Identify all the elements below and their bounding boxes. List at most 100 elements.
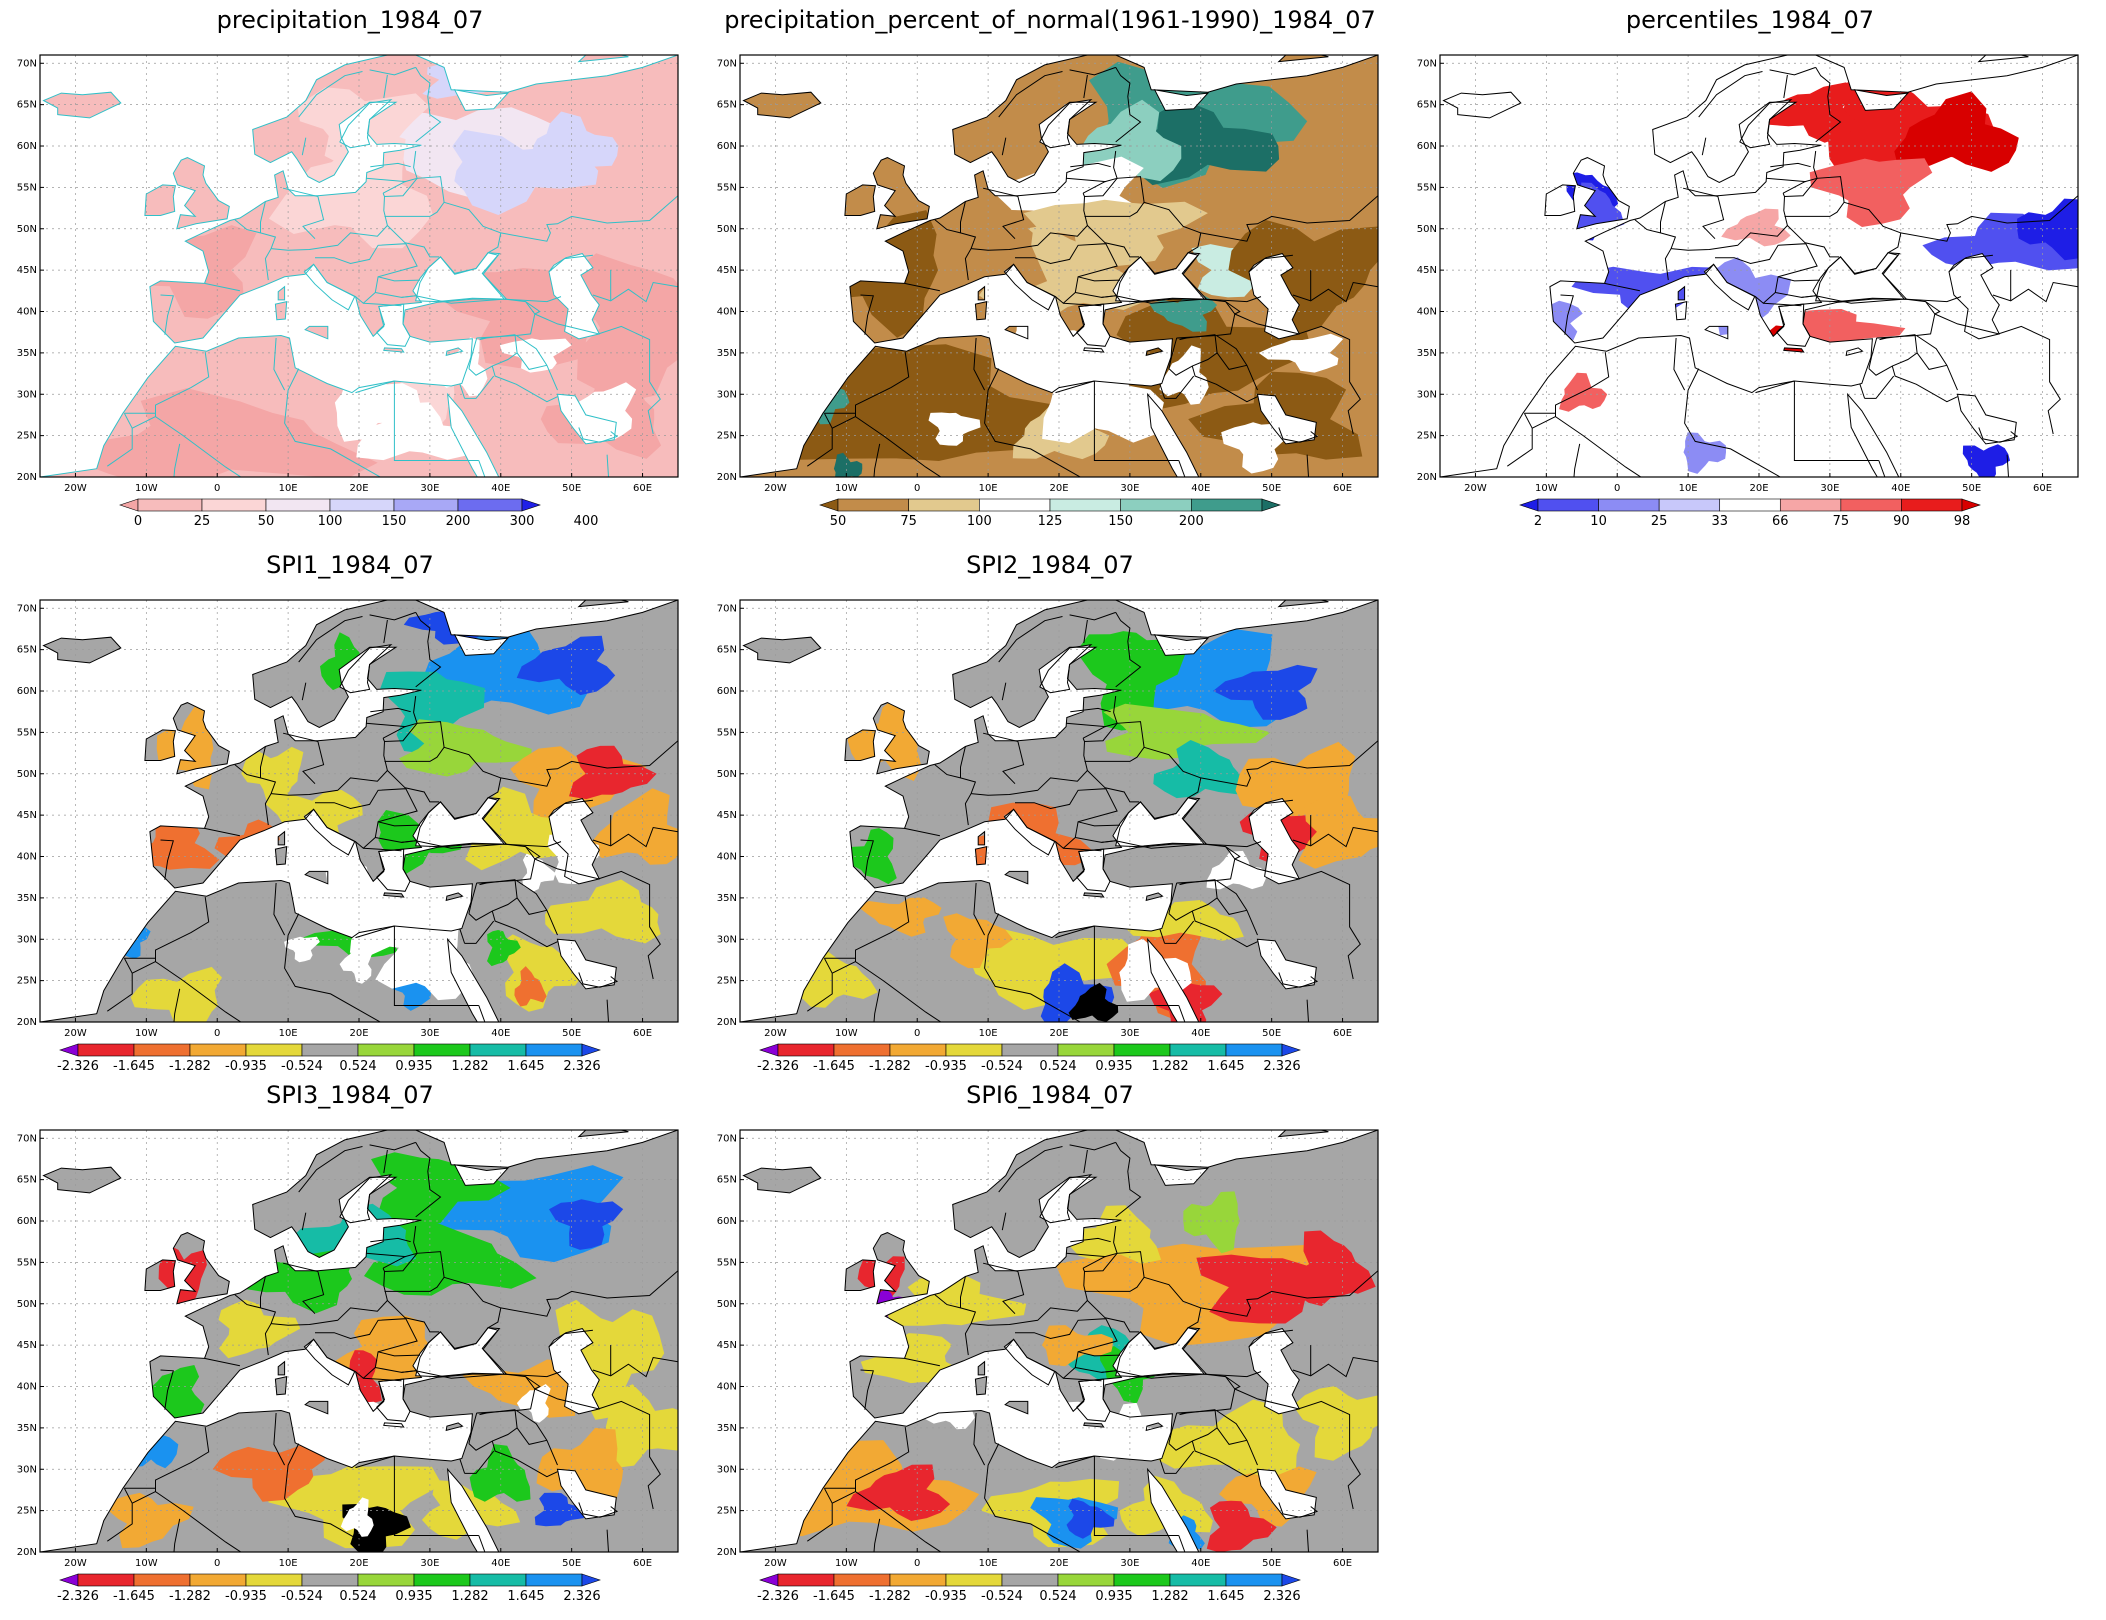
colorbar-swatch bbox=[77, 1573, 135, 1587]
colorbar-label: 1.645 bbox=[507, 1059, 544, 1074]
colorbar-label: -2.326 bbox=[757, 1059, 799, 1074]
lat-tick-label: 30N bbox=[717, 389, 737, 400]
colorbar-swatch bbox=[945, 1573, 1003, 1587]
colorbar-label: -1.282 bbox=[169, 1059, 211, 1074]
lon-tick-label: 10W bbox=[135, 1028, 158, 1039]
lat-tick-label: 20N bbox=[717, 1547, 737, 1558]
lat-tick-label: 55N bbox=[17, 1257, 37, 1268]
map-plot: 70N 65N 60N 55N 50N 45N 40N 35N 30N 25N 20N 20W 10W 0… bbox=[17, 54, 679, 529]
lon-tick-label: 10W bbox=[135, 1558, 158, 1569]
colorbar-arrow-low bbox=[759, 1043, 779, 1057]
colorbar-label: 0.524 bbox=[1039, 1059, 1076, 1074]
lat-tick-label: 25N bbox=[717, 976, 737, 987]
lat-tick-label: 35N bbox=[17, 893, 37, 904]
colorbar-label: 1.645 bbox=[1207, 1589, 1244, 1604]
colorbar-swatch bbox=[1537, 498, 1599, 512]
map-panel-spi2: SPI2_1984_07 70N 65N 60N 55N 50N 45N 40N 35N 30N… bbox=[700, 545, 1400, 1090]
lon-tick-label: 50E bbox=[562, 483, 581, 494]
lat-tick-label: 50N bbox=[717, 224, 737, 235]
lat-tick-label: 40N bbox=[17, 1382, 37, 1393]
lon-tick-label: 10W bbox=[135, 483, 158, 494]
lon-tick-label: 10W bbox=[835, 1028, 858, 1039]
lon-tick-label: 30E bbox=[1120, 1558, 1139, 1569]
colorbar-label: -2.326 bbox=[57, 1589, 99, 1604]
colorbar-swatch bbox=[469, 1043, 527, 1057]
colorbar-swatch bbox=[77, 1043, 135, 1057]
lon-tick-label: 10W bbox=[835, 483, 858, 494]
colorbar-arrow-high bbox=[1961, 498, 1981, 512]
lat-tick-label: 45N bbox=[17, 265, 37, 276]
lon-tick-label: 20W bbox=[764, 1028, 787, 1039]
lon-tick-label: 40E bbox=[491, 1558, 510, 1569]
lon-tick-label: 60E bbox=[1333, 1558, 1352, 1569]
panel-title: SPI6_1984_07 bbox=[966, 1081, 1134, 1109]
lat-tick-label: 40N bbox=[717, 852, 737, 863]
colorbar-swatch bbox=[1169, 1043, 1227, 1057]
colorbar-label: 0.524 bbox=[339, 1059, 376, 1074]
map-coastlines bbox=[740, 1130, 1378, 1552]
lat-tick-label: 25N bbox=[17, 1506, 37, 1517]
lat-tick-label: 45N bbox=[717, 810, 737, 821]
colorbar-label: 75 bbox=[900, 514, 917, 529]
colorbar-swatch bbox=[1191, 498, 1263, 512]
colorbar-label: 1.282 bbox=[451, 1059, 488, 1074]
lat-tick-label: 55N bbox=[717, 182, 737, 193]
colorbar-label: 1.645 bbox=[1207, 1059, 1244, 1074]
colorbar-label: 2 bbox=[1534, 514, 1542, 529]
colorbar-swatch bbox=[189, 1573, 247, 1587]
lat-tick-label: 50N bbox=[717, 769, 737, 780]
lat-tick-label: 65N bbox=[17, 1175, 37, 1186]
colorbar-label: 0.935 bbox=[395, 1059, 432, 1074]
colorbar-swatch bbox=[245, 1573, 303, 1587]
colorbar-label: -0.524 bbox=[981, 1589, 1023, 1604]
colorbar-label: -0.524 bbox=[981, 1059, 1023, 1074]
panel-title: percentiles_1984_07 bbox=[1625, 6, 1875, 34]
lon-tick-label: 20E bbox=[349, 1028, 368, 1039]
colorbar-label: 0.524 bbox=[1039, 1589, 1076, 1604]
lon-tick-label: 20W bbox=[64, 1028, 87, 1039]
colorbar-swatch bbox=[833, 1043, 891, 1057]
lon-tick-label: 20W bbox=[1464, 483, 1487, 494]
colorbar-label: 1.645 bbox=[507, 1589, 544, 1604]
lat-tick-label: 60N bbox=[717, 141, 737, 152]
colorbar-swatch bbox=[945, 1043, 1003, 1057]
lon-tick-label: 20E bbox=[1749, 483, 1768, 494]
colorbar: -2.326 -1.645 -1.282 -0.935 -0.524 0.524 0.935… bbox=[57, 1573, 601, 1604]
colorbar-swatch bbox=[357, 1043, 415, 1057]
lat-tick-label: 40N bbox=[17, 307, 37, 318]
lon-tick-label: 50E bbox=[1262, 1558, 1281, 1569]
colorbar-label: 1.282 bbox=[451, 1589, 488, 1604]
colorbar: 50 75 100 125 150 200 bbox=[819, 498, 1281, 529]
colorbar-label: -0.935 bbox=[225, 1589, 267, 1604]
colorbar-swatch bbox=[1719, 498, 1781, 512]
map-plot: 70N 65N 60N 55N 50N 45N 40N 35N 30N 25N 20N 20W 10W 0… bbox=[717, 54, 1379, 529]
colorbar-label: 0.935 bbox=[1095, 1059, 1132, 1074]
map-coastlines bbox=[40, 600, 678, 1022]
colorbar-swatch bbox=[837, 498, 909, 512]
colorbar-swatch bbox=[133, 1043, 191, 1057]
colorbar-swatch bbox=[1057, 1043, 1115, 1057]
colorbar-label: 100 bbox=[967, 514, 992, 529]
lat-tick-label: 65N bbox=[717, 645, 737, 656]
colorbar-swatch bbox=[889, 1043, 947, 1057]
panel-title: SPI3_1984_07 bbox=[266, 1081, 434, 1109]
colorbar-label: -0.524 bbox=[281, 1059, 323, 1074]
lon-tick-label: 20E bbox=[349, 483, 368, 494]
lon-tick-label: 30E bbox=[420, 1028, 439, 1039]
colorbar-swatch bbox=[189, 1043, 247, 1057]
lon-tick-label: 20E bbox=[349, 1558, 368, 1569]
lon-tick-label: 10E bbox=[979, 483, 998, 494]
colorbar-label: 10 bbox=[1590, 514, 1607, 529]
colorbar-arrow-high bbox=[1261, 498, 1281, 512]
lon-tick-label: 40E bbox=[1191, 483, 1210, 494]
colorbar-arrow-high bbox=[581, 1043, 601, 1057]
lat-tick-label: 60N bbox=[17, 141, 37, 152]
lat-tick-label: 35N bbox=[717, 348, 737, 359]
colorbar-swatch bbox=[137, 498, 203, 512]
colorbar-swatch bbox=[1001, 1043, 1059, 1057]
lat-tick-label: 20N bbox=[17, 472, 37, 483]
lat-tick-label: 70N bbox=[17, 58, 37, 69]
lat-tick-label: 45N bbox=[717, 1340, 737, 1351]
lat-tick-label: 70N bbox=[717, 58, 737, 69]
lon-tick-label: 30E bbox=[1120, 483, 1139, 494]
